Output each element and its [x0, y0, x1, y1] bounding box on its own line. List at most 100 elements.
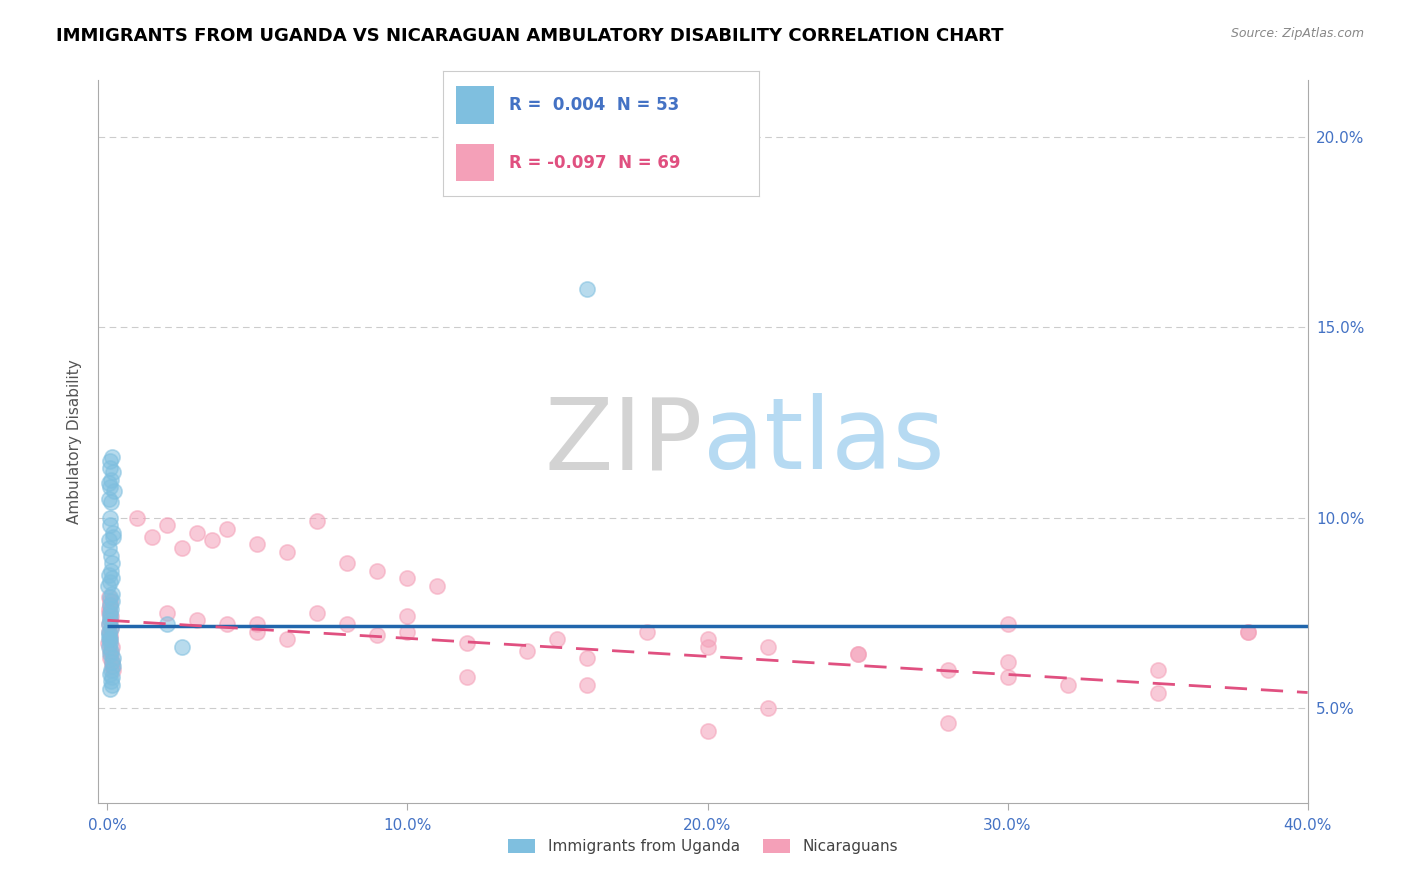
- Point: [217, 617, 239, 632]
- Point: [1146, 663, 1168, 677]
- Text: ZIP: ZIP: [544, 393, 703, 490]
- Point: [756, 700, 779, 714]
- Point: [156, 606, 179, 620]
- Point: [98, 606, 121, 620]
- Text: Source: ZipAtlas.com: Source: ZipAtlas.com: [1230, 27, 1364, 40]
- Point: [98, 541, 121, 555]
- Point: [98, 628, 121, 642]
- Point: [172, 640, 194, 654]
- Point: [217, 522, 239, 536]
- Point: [97, 624, 120, 639]
- Point: [846, 648, 869, 662]
- Point: [98, 624, 121, 639]
- Point: [141, 530, 163, 544]
- Point: [276, 545, 298, 559]
- Point: [936, 663, 959, 677]
- Point: [366, 628, 388, 642]
- Point: [100, 621, 122, 635]
- Point: [98, 602, 121, 616]
- Point: [396, 624, 419, 639]
- Point: [276, 632, 298, 647]
- Point: [101, 450, 124, 464]
- Point: [426, 579, 449, 593]
- Point: [100, 473, 122, 487]
- Point: [100, 632, 122, 647]
- Point: [100, 602, 122, 616]
- Point: [100, 480, 122, 494]
- Point: [97, 591, 120, 605]
- Point: [307, 515, 329, 529]
- Point: [100, 643, 122, 657]
- Point: [98, 598, 121, 612]
- Point: [100, 564, 122, 578]
- Point: [98, 648, 121, 662]
- Point: [101, 571, 124, 585]
- Point: [456, 670, 478, 684]
- Point: [246, 624, 269, 639]
- Point: [396, 609, 419, 624]
- Point: [101, 640, 124, 654]
- Point: [696, 640, 718, 654]
- Y-axis label: Ambulatory Disability: Ambulatory Disability: [67, 359, 83, 524]
- Point: [186, 613, 208, 627]
- Point: [100, 666, 122, 681]
- Point: [97, 628, 120, 642]
- Point: [101, 651, 124, 665]
- Point: [97, 579, 120, 593]
- Point: [997, 670, 1019, 684]
- Point: [101, 659, 124, 673]
- Point: [1056, 678, 1078, 692]
- Bar: [456, 87, 494, 124]
- Point: [98, 510, 121, 524]
- Point: [101, 678, 124, 692]
- Point: [100, 609, 122, 624]
- Point: [997, 617, 1019, 632]
- Point: [336, 556, 359, 570]
- Point: [98, 476, 121, 491]
- Point: [100, 621, 122, 635]
- Point: [456, 636, 478, 650]
- Point: [100, 655, 122, 669]
- Point: [101, 465, 124, 479]
- Point: [97, 617, 120, 632]
- Point: [936, 715, 959, 730]
- Point: [172, 541, 194, 555]
- Point: [1236, 624, 1258, 639]
- Point: [156, 617, 179, 632]
- Point: [246, 617, 269, 632]
- Point: [127, 510, 149, 524]
- Point: [100, 549, 122, 563]
- Point: [696, 723, 718, 738]
- Point: [547, 632, 569, 647]
- Point: [98, 575, 121, 590]
- Point: [100, 663, 122, 677]
- Point: [100, 659, 122, 673]
- Point: [98, 594, 121, 608]
- Text: atlas: atlas: [703, 393, 945, 490]
- Point: [100, 556, 122, 570]
- Point: [1146, 685, 1168, 699]
- Point: [396, 571, 419, 585]
- Point: [101, 594, 124, 608]
- Point: [97, 491, 120, 506]
- Point: [98, 681, 121, 696]
- Point: [101, 525, 124, 540]
- Point: [103, 530, 125, 544]
- Point: [101, 663, 124, 677]
- Point: [98, 632, 121, 647]
- Point: [103, 483, 125, 498]
- Text: R = -0.097  N = 69: R = -0.097 N = 69: [509, 153, 681, 171]
- Point: [516, 643, 538, 657]
- Point: [1236, 624, 1258, 639]
- Point: [576, 282, 599, 296]
- Point: [201, 533, 224, 548]
- Point: [576, 651, 599, 665]
- Bar: [456, 144, 494, 181]
- Point: [307, 606, 329, 620]
- Point: [336, 617, 359, 632]
- Point: [98, 453, 121, 467]
- Point: [98, 651, 121, 665]
- Point: [756, 640, 779, 654]
- Point: [98, 632, 121, 647]
- Point: [637, 624, 659, 639]
